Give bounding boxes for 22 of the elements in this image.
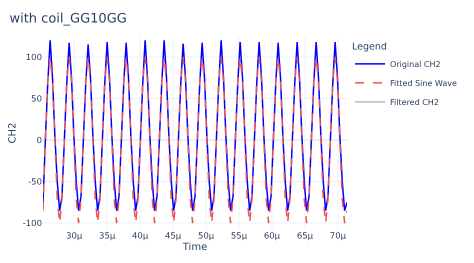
x-tick-label: 30µ xyxy=(66,232,83,242)
x-tick-label: 65µ xyxy=(296,232,314,242)
x-tick-label: 40µ xyxy=(132,232,149,242)
x-tick-label: 70µ xyxy=(330,232,347,242)
y-tick-label: -100 xyxy=(22,219,42,230)
legend-label: Fitted Sine Wave xyxy=(390,78,457,88)
y-tick-label: 0 xyxy=(36,136,42,146)
legend-title: Legend xyxy=(352,41,387,52)
x-tick-label: 55µ xyxy=(230,232,248,242)
y-axis-title: CH2 xyxy=(8,122,19,144)
x-tick-label: 35µ xyxy=(99,232,116,242)
x-tick-label: 60µ xyxy=(264,232,281,242)
legend-label: Original CH2 xyxy=(390,60,441,69)
line-series xyxy=(43,56,347,224)
x-tick-label: 50µ xyxy=(198,232,215,242)
x-axis-title: Time xyxy=(182,242,208,253)
y-tick-label: -50 xyxy=(28,178,42,188)
y-tick-label: 50 xyxy=(31,94,42,104)
y-tick-label: 100 xyxy=(26,52,42,63)
chart-title: with coil_GG10GG xyxy=(9,11,127,26)
legend-label: Filtered CH2 xyxy=(390,98,439,107)
x-tick-label: 45µ xyxy=(164,232,182,242)
